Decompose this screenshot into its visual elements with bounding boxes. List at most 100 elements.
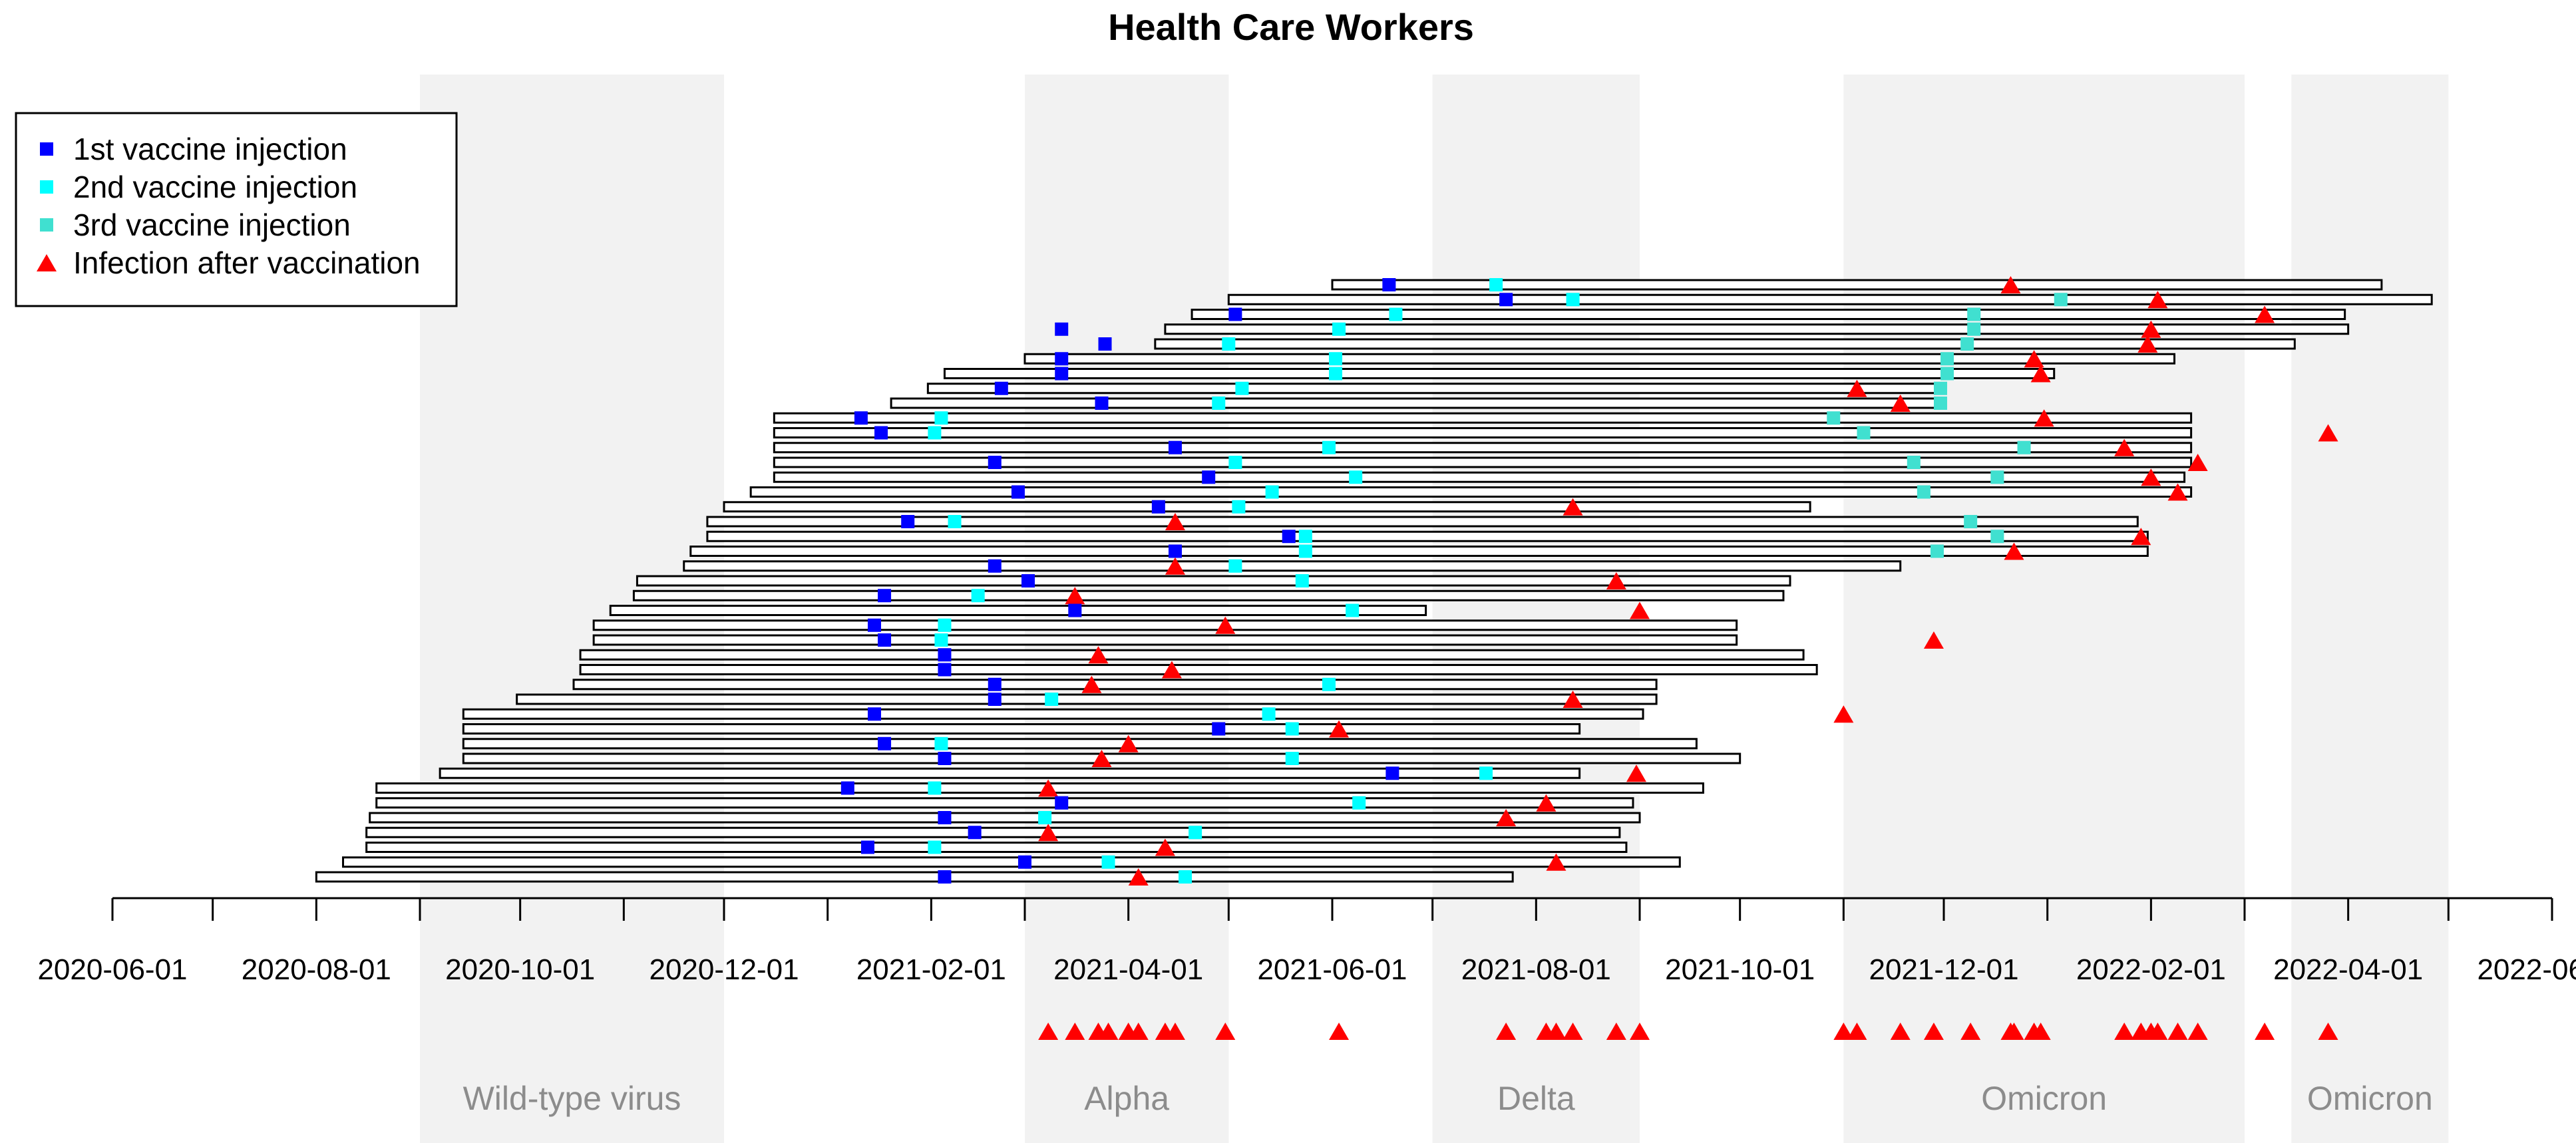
legend-box [15, 112, 458, 307]
dose1-marker [878, 633, 892, 647]
dose1-marker [1385, 766, 1399, 780]
infection-marker [1630, 601, 1650, 619]
dose2-marker [1489, 278, 1503, 291]
infection-marker [1165, 513, 1185, 530]
infection-rug-marker [1165, 1023, 1185, 1040]
dose2-marker [1222, 337, 1236, 351]
dose1-marker [938, 870, 952, 884]
worker-bar [439, 767, 1581, 779]
dose3-marker [1917, 485, 1931, 499]
dose2-marker [1265, 485, 1279, 499]
dose2-marker [1479, 766, 1493, 780]
dose2-marker [1228, 456, 1242, 469]
dose3-marker [1940, 367, 1954, 381]
x-tick-label: 2022-04-01 [2273, 953, 2423, 986]
infection-marker [1923, 631, 1944, 649]
legend-label: 1st vaccine injection [73, 132, 347, 166]
worker-bar [749, 486, 2193, 498]
dose2-marker [971, 589, 985, 603]
worker-bar [1154, 338, 2296, 350]
dose2-marker [1322, 677, 1336, 691]
dose2-marker [1189, 826, 1202, 840]
infection-marker [1128, 868, 1149, 886]
x-tick-label: 2022-06-01 [2477, 953, 2576, 986]
worker-bar [773, 442, 2193, 454]
dose1-marker [1168, 440, 1182, 454]
infection-marker [1038, 779, 1059, 797]
dose1-marker [867, 707, 881, 721]
dose2-marker [1262, 707, 1276, 721]
infection-marker [1563, 498, 1583, 516]
infection-rug-marker [1630, 1023, 1650, 1040]
infection-marker [1091, 750, 1112, 767]
dose2-marker [1329, 367, 1343, 381]
worker-event-markers [840, 276, 2338, 886]
infection-rug-marker [1329, 1023, 1350, 1040]
variant-label: Omicron [2307, 1080, 2433, 1117]
infection-rug-marker [1546, 1023, 1566, 1040]
worker-bar [592, 634, 1738, 646]
dose2-marker [934, 633, 948, 647]
infection-marker [1038, 824, 1059, 842]
dose1-marker [867, 618, 881, 632]
dose2-marker [928, 781, 942, 795]
worker-bar [773, 412, 2193, 424]
dose1-marker [938, 811, 952, 824]
dose3-marker [1930, 544, 1944, 558]
dose1-marker [968, 826, 982, 840]
infection-rug-marker [2167, 1023, 2188, 1040]
x-tick-label: 2021-10-01 [1665, 953, 1815, 986]
dose2-marker [1038, 811, 1052, 824]
dose2-marker [928, 840, 942, 854]
dose3-marker [1967, 322, 1981, 336]
x-tick-label: 2021-06-01 [1257, 953, 1407, 986]
dose3-marker [2054, 293, 2068, 307]
infection-marker [2114, 438, 2135, 456]
variant-band [2291, 75, 2449, 1143]
dose3-marker [1990, 470, 2004, 484]
infection-rug-marker [1563, 1023, 1583, 1040]
worker-bar [462, 738, 1698, 750]
infection-rug-marker [1960, 1023, 1981, 1040]
dose1-marker [1017, 855, 1031, 869]
dose2-marker [1349, 470, 1363, 484]
legend-label: Infection after vaccination [73, 245, 421, 280]
dose3-marker [1967, 307, 1981, 321]
worker-bar [683, 560, 1902, 572]
dose2-marker [1332, 322, 1346, 336]
worker-bar [609, 605, 1427, 616]
infection-marker [2000, 276, 2021, 293]
variant-label: Omicron [1981, 1080, 2107, 1117]
infection-marker [2034, 409, 2054, 427]
infection-rug-marker [1890, 1023, 1911, 1040]
dose2-marker [1322, 440, 1336, 454]
infection-marker [1536, 794, 1557, 812]
dose1-marker [1055, 796, 1069, 810]
dose1-marker [988, 677, 1002, 691]
x-tick-label: 2022-02-01 [2076, 953, 2226, 986]
worker-bar [375, 782, 1704, 794]
dose1-marker [1011, 485, 1025, 499]
worker-bar [943, 368, 2056, 379]
worker-bar [342, 856, 1681, 868]
infection-marker [1833, 705, 1854, 723]
infection-marker [2187, 454, 2208, 471]
dose2-marker [1235, 381, 1249, 395]
worker-bar [723, 501, 1811, 513]
infection-marker [2147, 291, 2168, 309]
dose1-marker [1068, 603, 1082, 617]
legend-marker [40, 218, 53, 232]
dose1-marker [938, 648, 952, 662]
dose2-marker [1329, 352, 1343, 366]
variant-period-labels: Wild-type virus Alpha Delta Omicron Omicron [463, 1080, 2433, 1117]
x-tick-label: 2020-06-01 [37, 953, 187, 986]
worker-bar [706, 516, 2139, 528]
dose1-marker [1098, 337, 1112, 351]
dose2-marker [1346, 603, 1360, 617]
dose2-marker [1228, 559, 1242, 573]
legend-marker [37, 254, 57, 271]
infection-rug-marker [1128, 1023, 1149, 1040]
worker-bar [375, 797, 1634, 809]
x-tick-label: 2021-04-01 [1053, 953, 1203, 986]
variant-label: Wild-type virus [463, 1080, 681, 1117]
